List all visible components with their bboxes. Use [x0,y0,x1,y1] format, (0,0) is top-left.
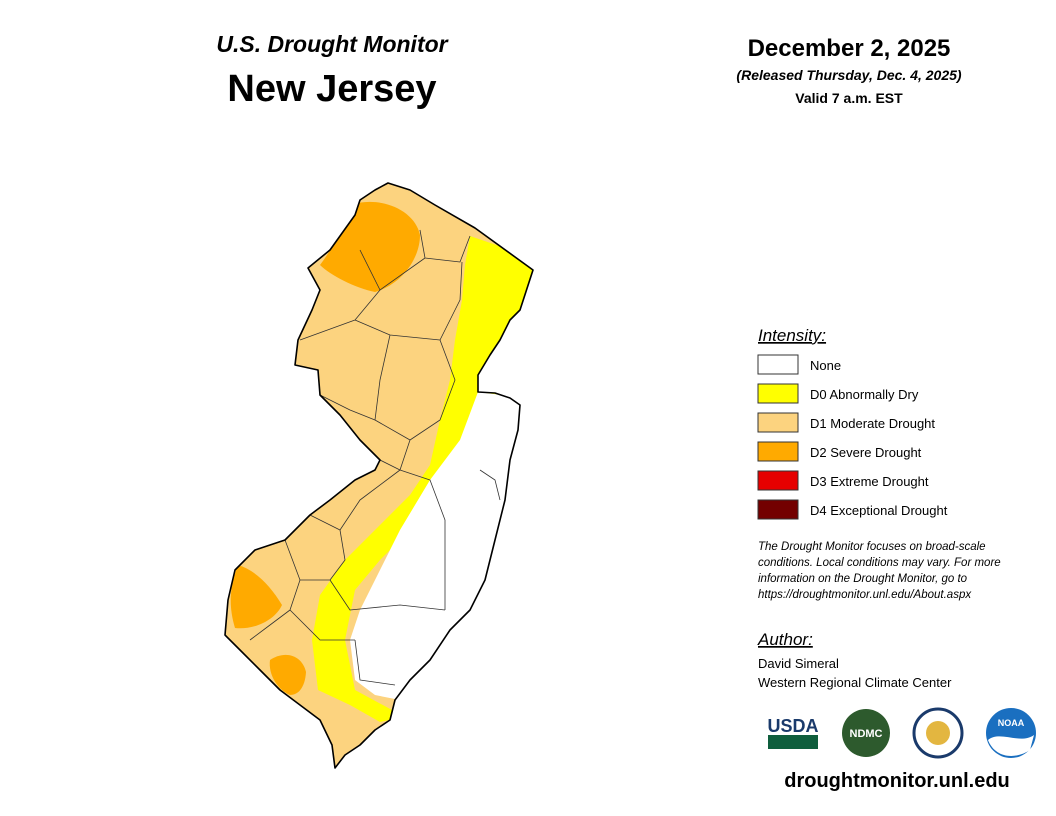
legend-label: None [810,358,841,373]
legend-label: D1 Moderate Drought [810,416,935,431]
legend-label: D0 Abnormally Dry [810,387,919,402]
state-outline [224,182,534,769]
legend-label: D2 Severe Drought [810,445,922,460]
author-title: Author: [757,630,813,649]
author-name: David Simeral [758,656,839,671]
legend-title: Intensity: [758,326,826,345]
note-line: The Drought Monitor focuses on broad-sca… [758,541,986,553]
author-org: Western Regional Climate Center [758,675,952,690]
logo-text: NOAA [998,718,1025,728]
region-title: New Jersey [227,68,436,110]
note-line: conditions. Local conditions may vary. F… [758,557,1001,569]
product-title: U.S. Drought Monitor [216,31,448,57]
legend-swatch [757,383,799,404]
state-map [224,182,534,769]
footer-url[interactable]: droughtmonitor.unl.edu [784,770,1010,792]
legend-swatch [757,354,799,375]
logo-text: USDA [767,716,818,736]
logo-noaa: NOAA [986,708,1036,758]
legend-label: D3 Extreme Drought [810,474,929,489]
d2-area [269,654,306,695]
legend-swatch [757,441,799,462]
note-line: information on the Drought Monitor, go t… [758,573,968,585]
valid-time: Valid 7 a.m. EST [795,90,903,106]
note-line: https://droughtmonitor.unl.edu/About.asp… [758,589,972,601]
legend: None D0 Abnormally Dry D1 Moderate Drought… [757,354,948,520]
map-date: December 2, 2025 [748,35,951,62]
legend-swatch [757,470,799,491]
logo-text: NDMC [850,728,883,740]
d2-area [230,565,282,629]
county-lines [249,229,501,686]
note: The Drought Monitor focuses on broad-sca… [758,541,1001,601]
logo-ndmc: NDMC [842,709,890,757]
legend-label: D4 Exceptional Drought [810,503,948,518]
logo-doc [912,707,964,759]
legend-swatch [757,412,799,433]
legend-swatch [757,499,799,520]
logo-usda: USDA [767,716,819,749]
release-date: (Released Thursday, Dec. 4, 2025) [736,67,961,83]
